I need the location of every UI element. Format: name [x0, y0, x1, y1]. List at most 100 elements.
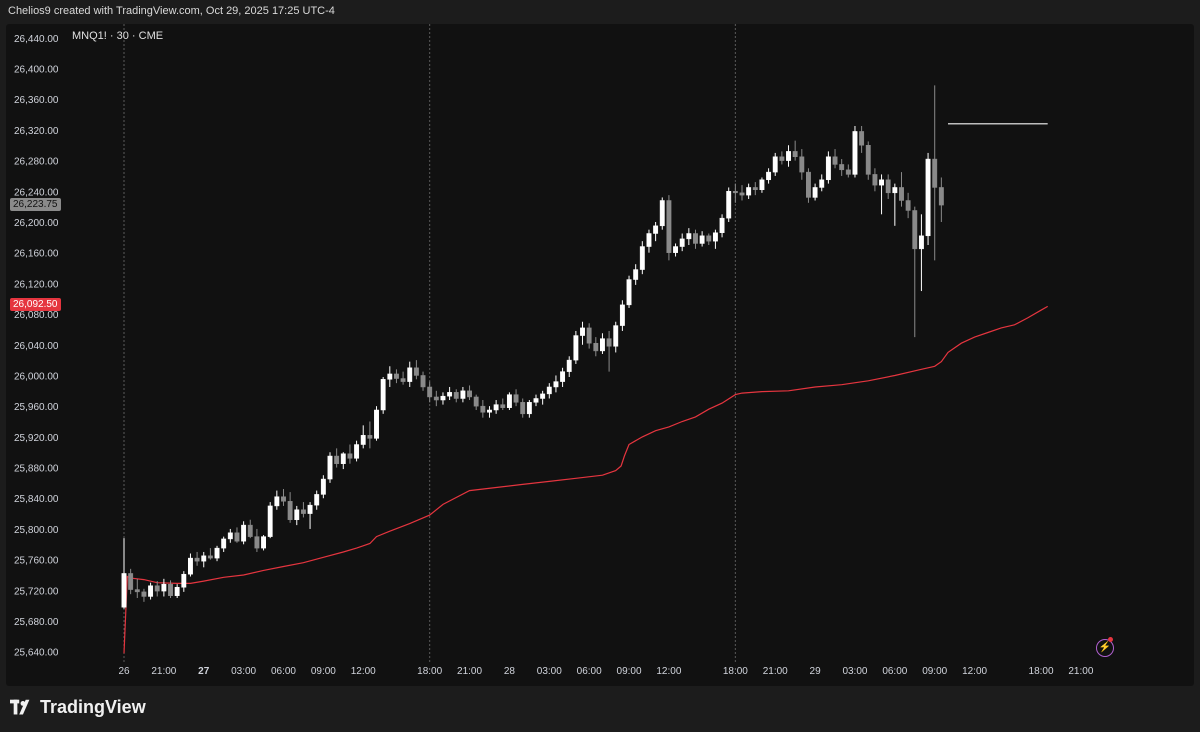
candle-body — [181, 573, 187, 588]
candle-body — [573, 335, 579, 361]
chart-area[interactable]: 26,440.00 26,400.00 26,360.00 26,320.00 26,2… — [6, 24, 1194, 686]
x-tick-label: 21:00 — [457, 666, 482, 677]
candlestick-chart[interactable]: 26,440.00 26,400.00 26,360.00 26,320.00 26,2… — [6, 24, 1194, 686]
candle-body — [540, 393, 546, 399]
candle-body — [918, 235, 924, 250]
candle-body — [580, 327, 585, 336]
candle-body — [845, 169, 851, 175]
y-tick-label: 26,000.00 — [14, 371, 59, 382]
last-price-tag: 26,223.75 — [10, 198, 61, 211]
candle-body — [347, 453, 353, 459]
y-tick-label: 26,200.00 — [14, 218, 59, 229]
candle-body — [546, 386, 552, 395]
candle-body — [892, 187, 898, 194]
x-tick-label: 03:00 — [537, 666, 562, 677]
candle-body — [719, 217, 725, 233]
x-tick-label: 03:00 — [231, 666, 256, 677]
candle-body — [354, 444, 360, 459]
candle-body — [314, 494, 320, 506]
y-tick-label: 26,400.00 — [14, 65, 59, 76]
candle-body — [227, 532, 233, 540]
candle-body — [241, 524, 247, 542]
y-tick-label: 26,320.00 — [14, 126, 59, 137]
x-tick-label: 27 — [198, 666, 210, 677]
y-tick-label: 25,680.00 — [14, 617, 59, 628]
candle-body — [706, 235, 712, 242]
candle-body — [879, 179, 884, 186]
candle-body — [746, 187, 752, 196]
candle-body — [307, 504, 313, 514]
candle-body — [732, 191, 738, 194]
candle-body — [586, 327, 592, 344]
candle-body — [473, 396, 479, 407]
symbol-legend[interactable]: MNQ1! · 30 · CME — [72, 30, 164, 42]
candle-body — [619, 304, 625, 326]
candle-body — [786, 151, 791, 161]
indicator-price-tag: 26,092.50 — [10, 298, 61, 311]
candle-body — [188, 557, 193, 575]
x-tick-label: 09:00 — [311, 666, 336, 677]
candle-body — [899, 187, 904, 201]
candle-body — [374, 409, 379, 439]
y-tick-label: 25,720.00 — [14, 586, 59, 597]
candle-body — [407, 367, 413, 382]
candle-body — [839, 164, 845, 171]
candle-body — [792, 151, 798, 158]
y-tick-label: 25,640.00 — [14, 648, 59, 659]
candle-body — [520, 402, 526, 415]
y-tick-label: 26,160.00 — [14, 249, 59, 260]
y-tick-label: 26,040.00 — [14, 341, 59, 352]
x-tick-label: 18:00 — [723, 666, 748, 677]
x-tick-label: 18:00 — [417, 666, 442, 677]
y-tick-label: 26,440.00 — [14, 34, 59, 45]
candle-body — [905, 200, 911, 211]
candle-body — [141, 591, 147, 597]
footer-brand[interactable]: TradingView — [10, 697, 146, 718]
candle-body — [420, 375, 426, 388]
candle-body — [300, 509, 306, 514]
candle-body — [154, 585, 160, 592]
candle-body — [121, 573, 127, 608]
candle-body — [261, 536, 266, 549]
candle-body — [693, 233, 698, 244]
x-tick-label: 21:00 — [763, 666, 788, 677]
candle-body — [493, 404, 499, 411]
candle-body — [387, 373, 393, 380]
candle-body — [460, 390, 466, 399]
candle-body — [360, 435, 366, 445]
candle-body — [759, 179, 765, 191]
candle-body — [281, 496, 286, 502]
lightning-icon[interactable]: ⚡ — [1096, 639, 1114, 657]
candle-body — [673, 246, 678, 253]
candle-body — [600, 338, 605, 352]
candle-body — [247, 524, 253, 537]
candle-body — [174, 587, 180, 596]
candle-body — [726, 191, 732, 219]
y-tick-label: 25,800.00 — [14, 525, 59, 536]
caption: Chelios9 created with TradingView.com, O… — [8, 5, 335, 17]
x-tick-label: 03:00 — [842, 666, 867, 677]
candle-body — [327, 455, 333, 480]
candle-body — [859, 131, 865, 146]
candle-body — [932, 158, 938, 188]
candle-body — [699, 235, 705, 244]
x-tick-label: 12:00 — [351, 666, 376, 677]
y-tick-label: 26,080.00 — [14, 310, 59, 321]
candle-body — [440, 395, 446, 401]
candle-body — [553, 381, 559, 388]
candle-body — [334, 455, 340, 464]
indicator-line — [123, 305, 1048, 654]
candle-body — [267, 505, 273, 537]
candle-body — [194, 557, 200, 562]
candle-body — [128, 573, 134, 590]
candle-body — [606, 338, 612, 347]
candle-body — [925, 158, 931, 237]
candle-body — [679, 238, 685, 247]
candle-body — [340, 453, 346, 464]
candle-body — [659, 200, 665, 227]
candle-body — [320, 478, 326, 495]
x-tick-label: 06:00 — [577, 666, 602, 677]
candle-body — [234, 532, 240, 542]
y-tick-label: 25,840.00 — [14, 494, 59, 505]
candle-body — [912, 210, 918, 250]
